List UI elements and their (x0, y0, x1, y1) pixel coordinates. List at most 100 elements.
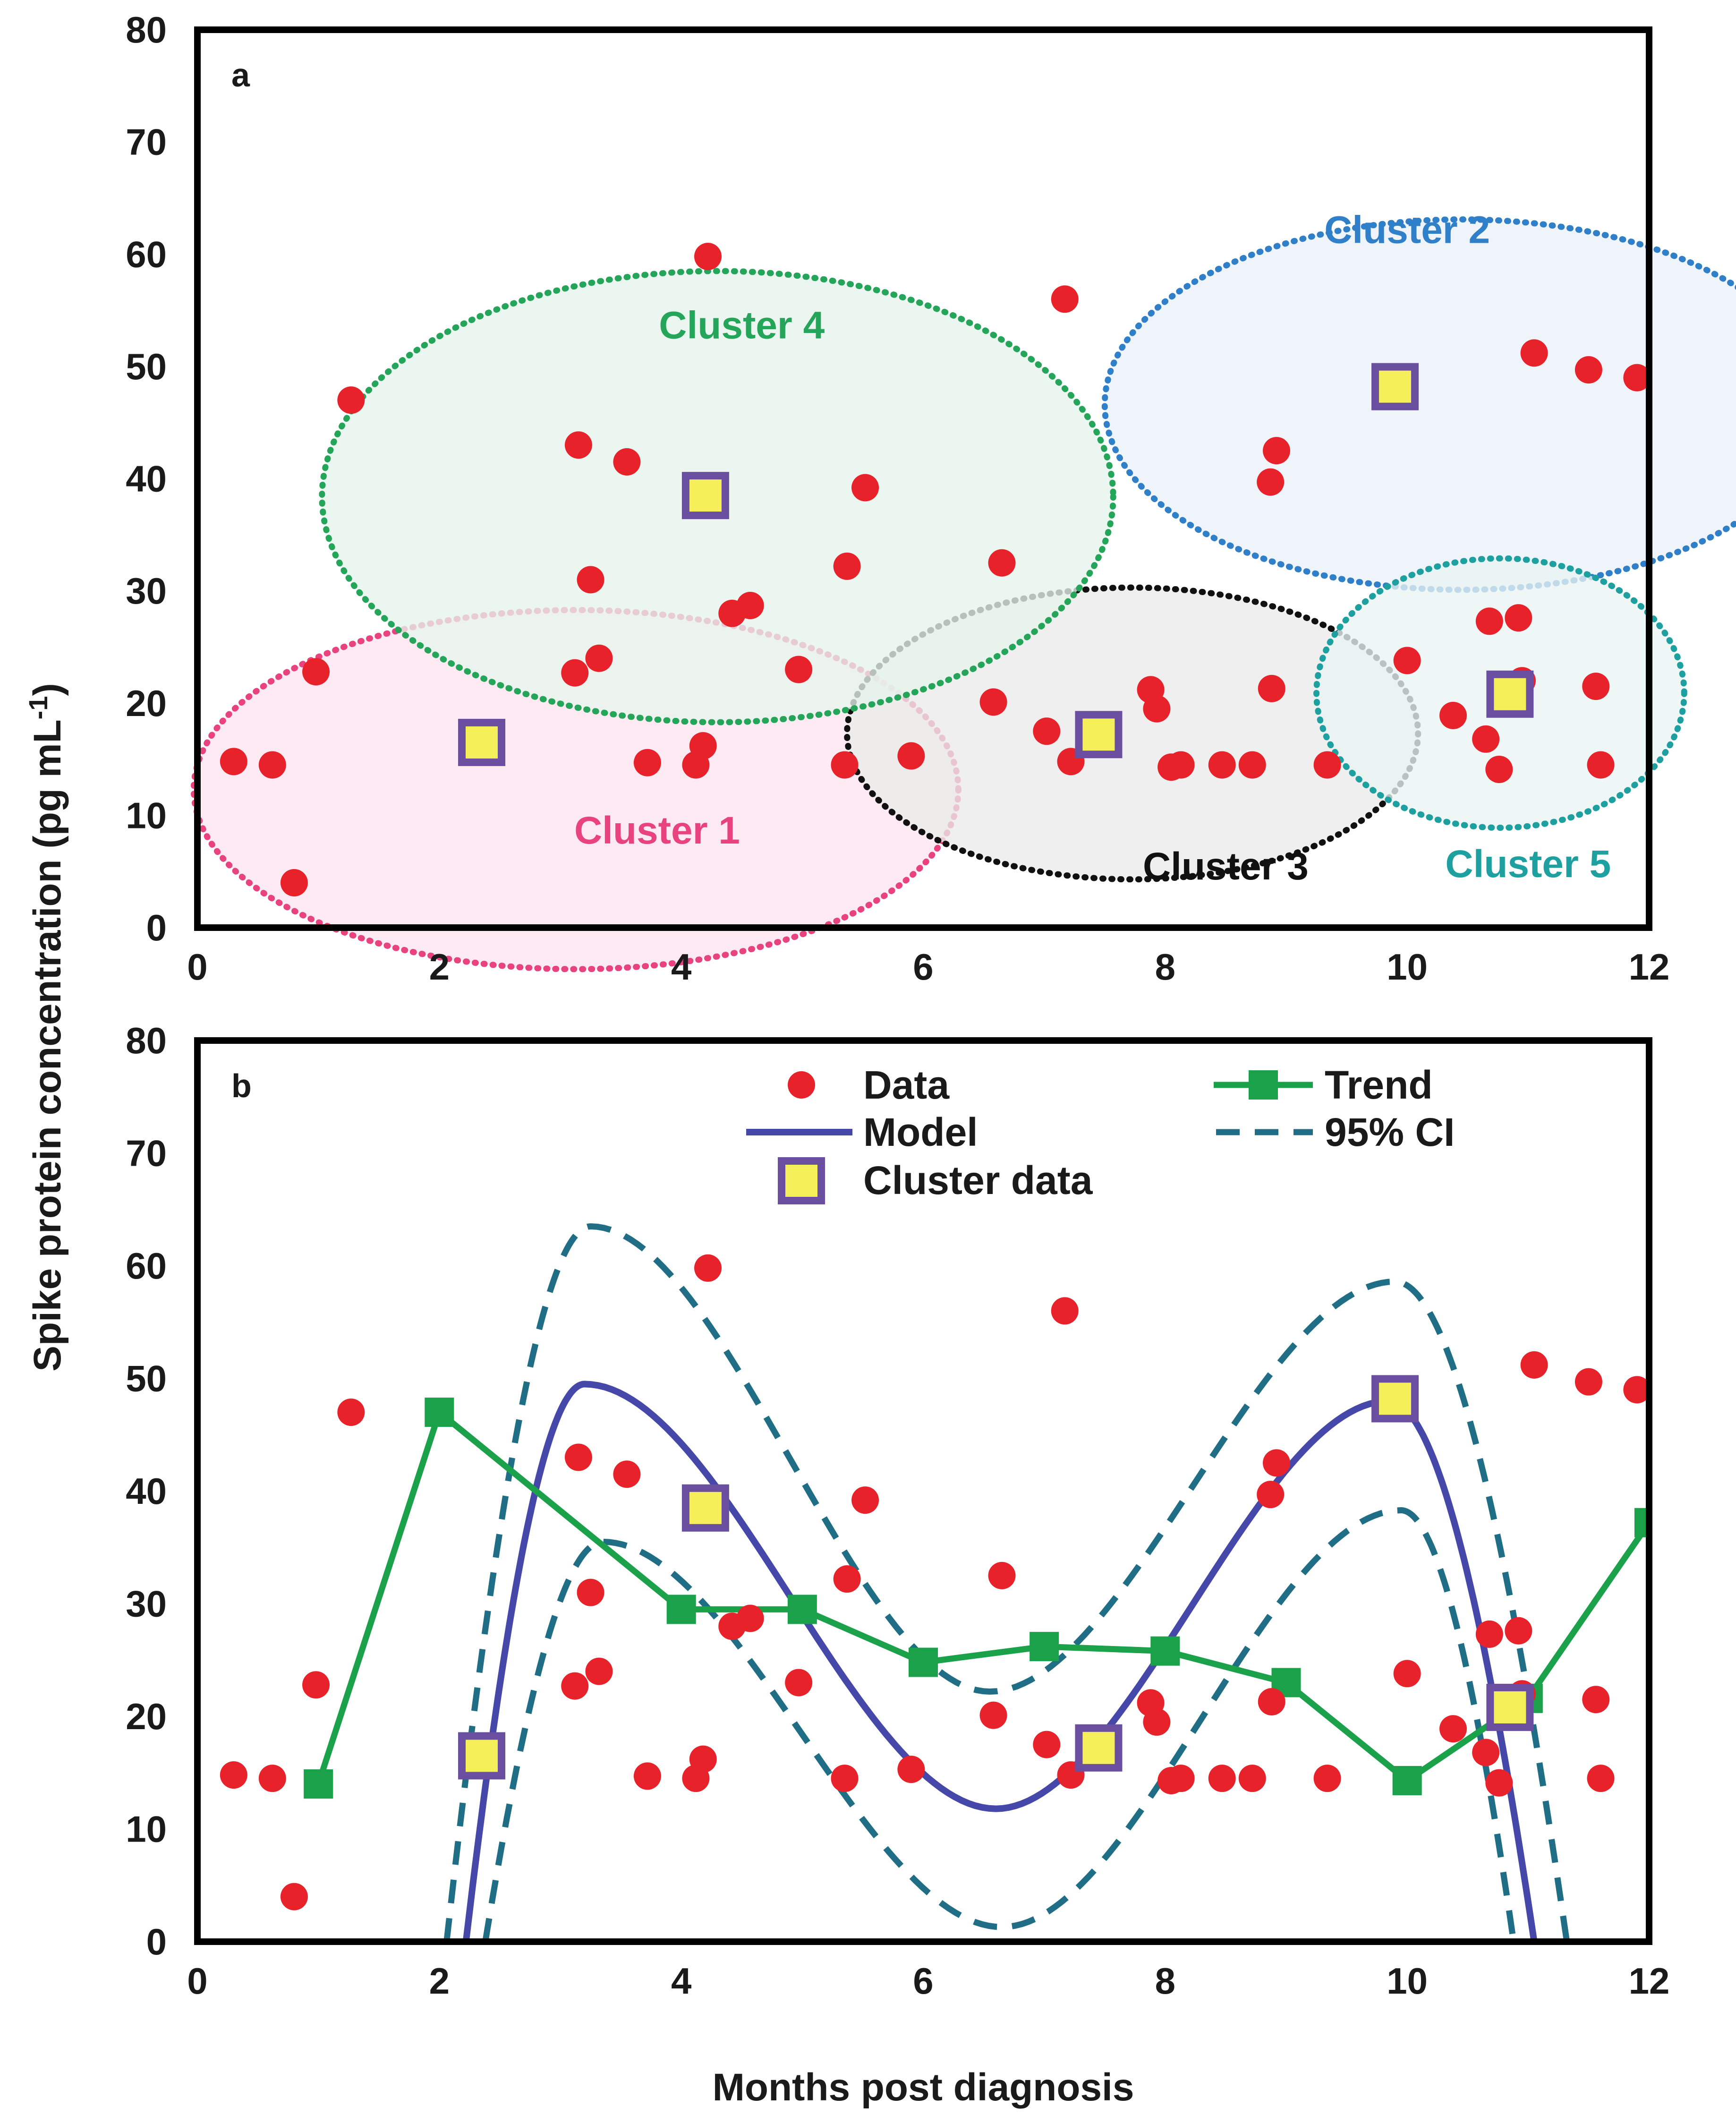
x-tick-label: 4 (671, 946, 691, 988)
data-point (851, 474, 879, 502)
data-point (1574, 1368, 1602, 1396)
cluster-label-4: Cluster 4 (659, 304, 825, 347)
legend-model-label: Model (863, 1110, 978, 1154)
cluster-label-1: Cluster 1 (574, 809, 740, 852)
x-tick-label: 0 (187, 946, 207, 988)
panel-a-y-ticks: 0 10 20 30 40 50 60 70 80 (126, 9, 167, 948)
data-point (561, 659, 589, 687)
data-point (1439, 701, 1467, 729)
data-point (1582, 1686, 1610, 1714)
x-tick-label: 12 (1629, 946, 1670, 988)
cluster-point (1371, 1375, 1419, 1423)
data-point (988, 549, 1016, 577)
data-point (1472, 1739, 1500, 1766)
data-point (220, 748, 247, 776)
data-point (280, 869, 308, 896)
x-tick-label: 8 (1155, 946, 1175, 988)
data-point (1257, 468, 1285, 496)
y-tick-label: 0 (146, 907, 167, 948)
cluster-label-2: Cluster 2 (1324, 208, 1490, 251)
data-points (220, 1254, 1649, 1911)
legend-trend-marker (1249, 1070, 1278, 1100)
y-tick-label: 20 (126, 682, 167, 724)
data-point (1167, 1765, 1195, 1792)
data-point (689, 732, 717, 760)
data-point (988, 1561, 1016, 1589)
data-point (1623, 364, 1651, 392)
data-point (1520, 1351, 1548, 1379)
data-point (831, 751, 859, 779)
x-tick-label: 4 (671, 1960, 691, 2002)
data-point (1587, 751, 1615, 779)
data-point (1238, 751, 1266, 779)
data-point (1505, 604, 1532, 632)
x-tick-label: 0 (187, 1960, 207, 2002)
data-point (1033, 717, 1061, 745)
x-tick-label: 2 (429, 946, 450, 988)
legend-cluster-marker (778, 1157, 825, 1204)
y-axis-title-superscript: -1 (23, 696, 53, 720)
data-point (1051, 1297, 1079, 1325)
data-point (585, 644, 613, 672)
data-point (220, 1761, 247, 1789)
data-point (979, 688, 1007, 716)
panel-a-x-ticks: 0 2 4 6 8 10 12 (187, 946, 1669, 988)
data-point (258, 751, 286, 779)
data-point (577, 566, 604, 594)
trend-marker (425, 1398, 454, 1427)
legend-ci-label: 95% CI (1325, 1110, 1455, 1154)
trend-marker (304, 1769, 333, 1799)
ci-curves (443, 1223, 1570, 1942)
cluster-points (458, 1375, 1534, 1780)
data-point (785, 656, 813, 683)
y-axis-title: Spike protein concentration (pg mL-1) (23, 683, 69, 1372)
x-tick-label: 10 (1387, 1960, 1428, 2002)
cluster-points (458, 363, 1534, 766)
data-point (1485, 1769, 1513, 1797)
legend-data-marker (788, 1071, 815, 1099)
model-curve (462, 1381, 1538, 1942)
data-point (337, 386, 365, 414)
data-point (1472, 725, 1500, 753)
data-point (633, 1762, 661, 1790)
data-point (577, 1578, 604, 1606)
legend-data-label: Data (863, 1063, 950, 1107)
cluster-point (1371, 363, 1419, 410)
x-tick-label: 8 (1155, 1960, 1175, 2002)
cluster-label-5: Cluster 5 (1445, 843, 1611, 886)
y-tick-label: 70 (126, 1133, 167, 1174)
y-tick-label: 50 (126, 1358, 167, 1399)
data-point (1208, 1765, 1236, 1792)
data-point (564, 1443, 592, 1471)
data-point (302, 1671, 330, 1699)
y-axis-title-tail: ) (26, 683, 69, 696)
ci-lower-curve (482, 1507, 1517, 1942)
x-tick-label: 6 (913, 1960, 933, 2002)
data-point (613, 1460, 641, 1488)
data-point (1393, 647, 1421, 674)
y-tick-label: 70 (126, 121, 167, 163)
panel-letter-b: b (231, 1067, 252, 1104)
trend-marker (1392, 1766, 1422, 1795)
data-point (785, 1669, 813, 1697)
data-point (694, 1254, 722, 1282)
panel-a: Cluster 1 Cluster 2 Cluster 3 Cluster 4 Clus… (126, 9, 1736, 988)
data-point (833, 1565, 861, 1593)
data-point (1263, 437, 1291, 465)
data-point (1033, 1731, 1061, 1758)
y-tick-label: 80 (126, 9, 167, 51)
y-tick-label: 30 (126, 570, 167, 612)
y-tick-label: 50 (126, 346, 167, 387)
panel-b-frame (194, 1037, 1652, 1945)
cluster-point (1075, 1724, 1123, 1772)
x-tick-label: 2 (429, 1960, 450, 2002)
data-point (1257, 1481, 1285, 1509)
data-point (1623, 1376, 1649, 1404)
data-points (220, 243, 1651, 896)
x-tick-label: 10 (1387, 946, 1428, 988)
y-tick-label: 80 (126, 1020, 167, 1061)
data-point (561, 1672, 589, 1700)
data-point (833, 552, 861, 580)
data-point (258, 1765, 286, 1792)
